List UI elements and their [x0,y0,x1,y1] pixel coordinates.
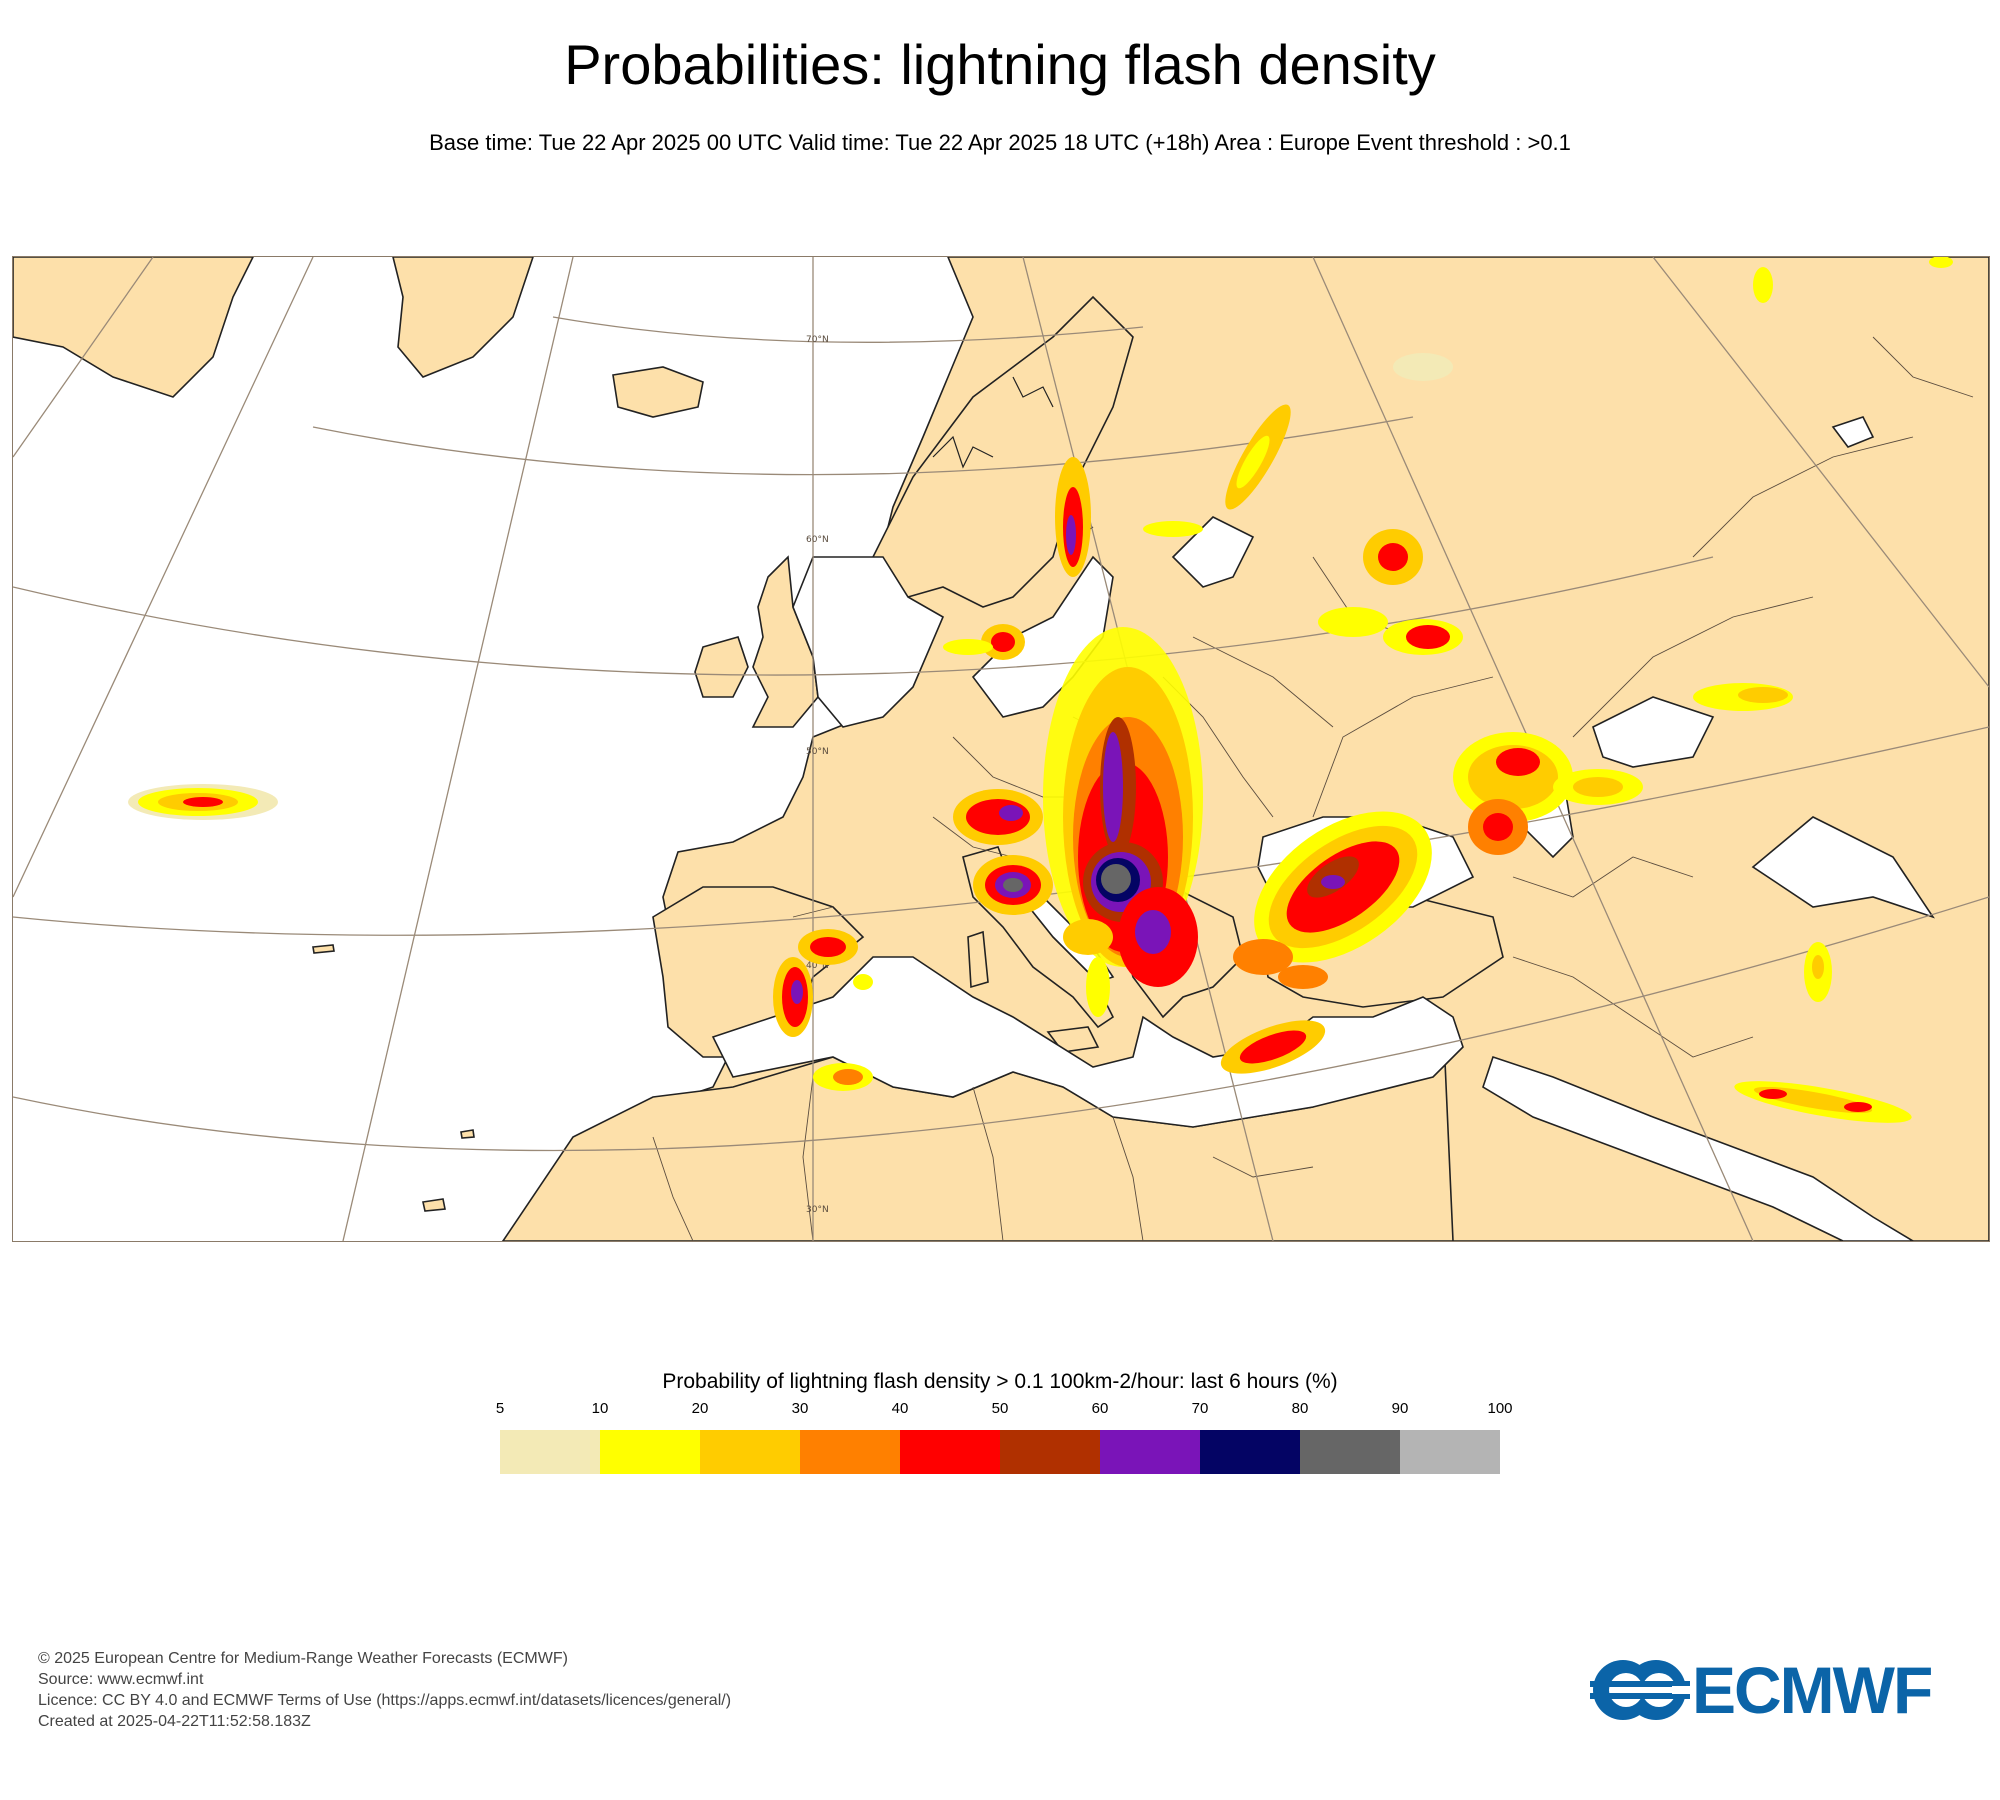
color-legend: 5 10 20 30 40 50 60 70 80 90 100 [496,1400,1513,1480]
cluster-turkey [1220,811,1432,1074]
land-iceland [612,366,704,418]
land-canary [422,1198,446,1212]
footer-copyright: © 2025 European Centre for Medium-Range … [38,1650,568,1667]
legend-tick: 80 [1291,1400,1309,1417]
legend-tick: 20 [691,1400,709,1417]
land-azores [312,944,335,954]
cluster-italy [973,855,1113,1017]
sea-aral [1831,416,1875,448]
legend-swatch-0 [500,1430,600,1474]
cluster-alps [953,789,1043,845]
cluster-central-europe [943,457,1203,987]
legend-swatch-1 [600,1430,700,1474]
probability-overlay [128,257,1953,1123]
legend-swatch-3 [800,1430,900,1474]
lat-label-70: 70°N [806,335,829,345]
cluster-middle-east [1734,257,1953,1123]
footer-created: Created at 2025-04-22T11:52:58.183Z [38,1713,311,1730]
land-great-britain [751,555,819,728]
ecmwf-logo-text: ECMWF [1692,1653,1933,1727]
page-title: Probabilities: lightning flash density [564,33,1436,96]
land-greenland [392,257,534,378]
legend-swatch-8 [1300,1430,1400,1474]
sea-caspian-big [1592,696,1715,768]
cluster-atlantic [128,784,278,820]
legend-tick: 100 [1487,1400,1513,1417]
land-greenland-west [13,257,254,398]
legend-tick: 10 [591,1400,609,1417]
sea-persian-gulf [1751,816,1935,919]
ecmwf-logo: ECMWF [1590,1653,1960,1727]
legend-swatch-6 [1100,1430,1200,1474]
land-scandinavia [872,295,1134,608]
legend-tick: 60 [1091,1400,1109,1417]
page-subtitle: Base time: Tue 22 Apr 2025 00 UTC Valid … [429,130,1571,155]
legend-swatch-9 [1400,1430,1500,1474]
cluster-russia [1143,353,1793,711]
legend-swatches [500,1430,1500,1474]
legend-tick: 30 [791,1400,809,1417]
sea-layer [711,416,1935,1241]
graticule-latitudes [13,316,1989,1152]
sea-mediterranean [711,956,1464,1128]
footer-source: Source: www.ecmwf.int [38,1671,204,1688]
legend-tick: 40 [891,1400,909,1417]
legend-swatch-5 [1000,1430,1100,1474]
cluster-spain [773,929,873,1037]
cluster-north-africa [813,1063,873,1091]
ecmwf-logo-icon [1590,1660,1690,1720]
legend-tick: 90 [1391,1400,1409,1417]
lat-label-50: 50°N [806,747,829,757]
cluster-caucasus [1453,732,1643,855]
legend-swatch-7 [1200,1430,1300,1474]
legend-swatch-4 [900,1430,1000,1474]
land-madeira [460,1129,475,1139]
legend-title: Probability of lightning flash density >… [662,1370,1338,1393]
footer-licence: Licence: CC BY 4.0 and ECMWF Terms of Us… [38,1692,732,1709]
footer-credits: © 2025 European Centre for Medium-Range … [38,1648,731,1732]
lat-label-30: 30°N [806,1205,829,1215]
legend-tick: 70 [1191,1400,1209,1417]
map-svg: 70°N 60°N 50°N 40°N 30°N [13,257,1989,1241]
land-ireland [694,636,749,698]
sea-baltic [971,555,1114,718]
country-borders [652,336,1974,1241]
lat-label-60: 60°N [806,535,829,545]
legend-tick: 5 [495,1400,505,1417]
sea-white [1171,516,1255,588]
legend-swatch-2 [700,1430,800,1474]
sea-red [1482,1055,1915,1241]
latitude-labels: 70°N 60°N 50°N 40°N 30°N [806,335,829,1215]
legend-tick: 50 [991,1400,1009,1417]
map-panel: 70°N 60°N 50°N 40°N 30°N [12,256,1990,1242]
lat-label-40: 40°N [806,961,829,971]
sea-north [792,556,945,728]
land-sardinia [967,930,989,989]
